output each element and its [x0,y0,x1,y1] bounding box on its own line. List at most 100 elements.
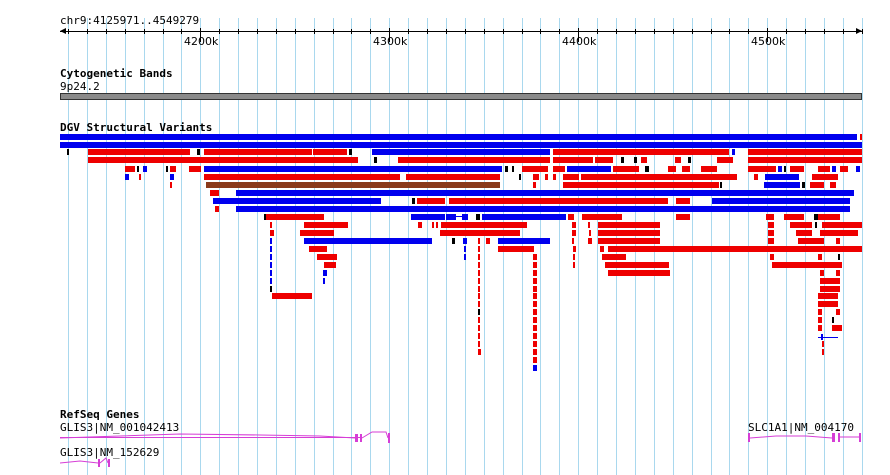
dgv-loss-feature[interactable] [572,222,576,228]
dgv-gain-feature[interactable] [270,246,272,252]
dgv-loss-feature[interactable] [573,254,575,260]
dgv-loss-feature[interactable] [818,254,822,260]
dgv-loss-feature[interactable] [598,230,660,236]
dgv-loss-feature[interactable] [563,174,579,180]
dgv-loss-feature[interactable] [139,174,141,180]
dgv-marker-feature[interactable] [815,222,817,228]
dgv-loss-feature[interactable] [748,166,776,172]
dgv-loss-feature[interactable] [498,246,534,252]
dgv-loss-feature[interactable] [266,214,324,220]
dgv-loss-feature[interactable] [553,174,556,180]
dgv-marker-feature[interactable] [270,286,272,292]
dgv-loss-feature[interactable] [533,349,537,355]
dgv-loss-feature[interactable] [553,166,565,172]
dgv-gain-feature[interactable] [125,174,129,180]
dgv-gain-feature[interactable] [213,198,381,204]
dgv-gain-feature[interactable] [143,166,147,172]
dgv-loss-feature[interactable] [533,174,539,180]
dgv-gain-feature[interactable] [236,190,854,196]
dgv-marker-feature[interactable] [814,214,818,220]
dgv-loss-feature[interactable] [533,325,537,331]
ruler-right-arrow[interactable] [856,28,862,34]
dgv-loss-feature[interactable] [840,166,848,172]
dgv-loss-feature[interactable] [486,238,490,244]
dgv-loss-feature[interactable] [436,222,438,228]
dgv-loss-feature[interactable] [478,270,480,276]
dgv-gain-feature[interactable] [464,246,466,252]
dgv-loss-feature[interactable] [478,317,480,323]
dgv-gain-feature[interactable] [464,254,466,260]
dgv-loss-feature[interactable] [449,198,668,204]
coordinate-label[interactable]: chr9:4125971..4549279 [60,14,200,27]
dgv-loss-feature[interactable] [748,157,862,163]
dgv-loss-feature[interactable] [608,246,862,252]
dgv-loss-feature[interactable] [441,222,527,228]
dgv-loss-feature[interactable] [533,182,536,188]
dgv-loss-feature[interactable] [170,182,172,188]
dgv-loss-feature[interactable] [533,317,537,323]
dgv-loss-feature[interactable] [772,262,842,268]
dgv-marker-feature[interactable] [374,157,377,163]
dgv-loss-feature[interactable] [478,349,481,355]
dgv-marker-feature[interactable] [512,166,514,172]
dgv-marker-feature[interactable] [838,254,840,260]
dgv-gain-feature[interactable] [323,278,325,284]
gene-label[interactable]: SLC1A1|NM_004170 [748,421,854,434]
dgv-marker-feature[interactable] [645,166,649,172]
dgv-loss-feature[interactable] [478,333,480,339]
dgv-loss-feature[interactable] [768,238,774,244]
dgv-loss-feature[interactable] [822,341,824,347]
dgv-loss-feature[interactable] [820,278,840,284]
dgv-gain-feature[interactable] [170,174,174,180]
gene-label[interactable]: GLIS3|NM_001042413 [60,421,180,434]
dgv-loss-feature[interactable] [553,149,729,155]
dgv-marker-feature[interactable] [478,309,480,315]
dgv-marker-feature[interactable] [621,157,624,163]
dgv-gain-feature[interactable] [304,238,432,244]
dgv-gain-feature[interactable] [270,238,272,244]
dgv-loss-feature[interactable] [770,254,774,260]
dgv-loss-feature[interactable] [522,166,548,172]
cytoband-bar[interactable] [60,93,862,100]
dgv-loss-feature[interactable] [88,149,190,155]
dgv-loss-feature[interactable] [300,230,334,236]
dgv-marker-feature[interactable] [264,214,266,220]
dgv-loss-feature[interactable] [313,149,347,155]
gene-label[interactable]: GLIS3|NM_152629 [60,446,160,459]
dgv-loss-feature[interactable] [818,317,822,323]
dgv-gain-feature[interactable] [60,142,862,148]
dgv-marker-feature[interactable] [137,166,139,172]
dgv-gain-feature[interactable] [462,214,468,220]
dgv-gain-feature[interactable] [60,134,857,140]
dgv-loss-feature[interactable] [822,349,824,355]
dgv-loss-feature[interactable] [582,214,622,220]
dgv-loss-feature[interactable] [478,325,480,331]
dgv-loss-feature[interactable] [754,174,758,180]
dgv-gain-feature[interactable] [463,238,467,244]
dgv-loss-feature[interactable] [317,254,337,260]
dgv-loss-feature[interactable] [766,214,774,220]
dgv-gain-feature[interactable] [482,214,566,220]
dgv-loss-feature[interactable] [818,293,838,299]
dgv-loss-feature[interactable] [676,198,690,204]
dgv-loss-feature[interactable] [588,238,592,244]
dgv-loss-feature[interactable] [533,341,537,347]
dgv-loss-feature[interactable] [533,301,537,307]
dgv-gain-feature[interactable] [323,270,327,276]
dgv-loss-feature[interactable] [675,157,681,163]
dgv-loss-feature[interactable] [478,254,480,260]
dgv-gain-feature[interactable] [236,206,850,212]
dgv-marker-feature[interactable] [67,149,69,155]
dgv-loss-feature[interactable] [682,166,690,172]
dgv-loss-feature[interactable] [215,206,219,212]
dgv-loss-feature[interactable] [170,166,176,172]
dgv-gain-feature[interactable] [764,182,800,188]
dgv-loss-feature[interactable] [818,166,830,172]
dgv-loss-feature[interactable] [810,182,824,188]
dgv-loss-feature[interactable] [830,182,836,188]
dgv-loss-feature[interactable] [818,301,838,307]
dgv-loss-feature[interactable] [478,262,480,268]
dgv-loss-feature[interactable] [573,246,576,252]
dgv-gain-feature[interactable] [372,149,550,155]
dgv-marker-feature[interactable] [832,317,834,323]
